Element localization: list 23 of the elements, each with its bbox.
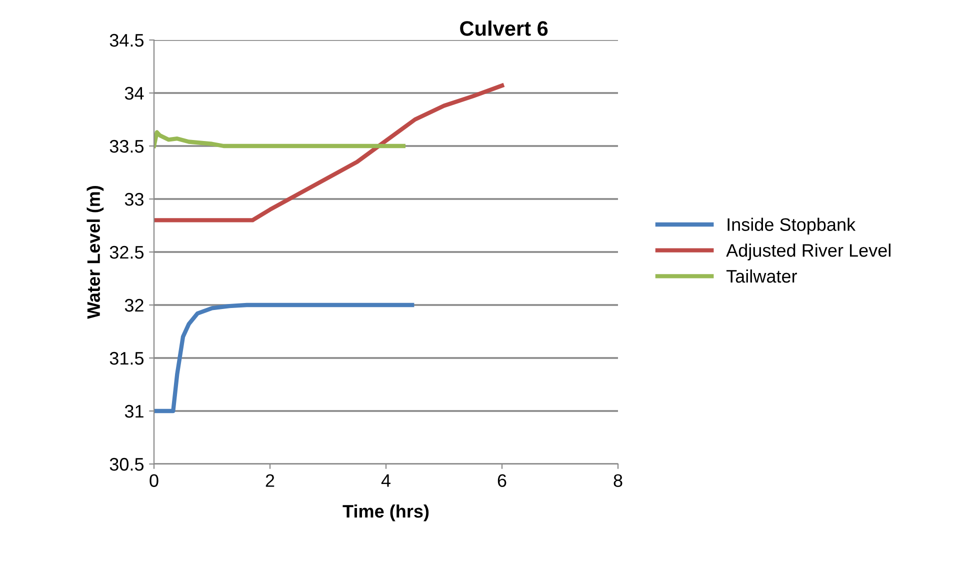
y-tick-label: 33 — [124, 192, 144, 206]
legend-label: Inside Stopbank — [728, 218, 856, 235]
y-tick-label: 32 — [124, 298, 144, 312]
y-tick-label: 31.5 — [110, 352, 144, 365]
y-tick-label: 32.5 — [110, 246, 144, 259]
x-tick-label: 8 — [614, 474, 622, 487]
y-tick-label: 34.5 — [110, 34, 144, 47]
chart-title: Culvert 6 — [460, 20, 548, 36]
line-series — [154, 83, 504, 222]
line-series — [154, 130, 406, 148]
y-tick-label: 34 — [124, 86, 144, 100]
legend-label: Adjusted River Level — [726, 244, 890, 260]
y-axis-title: Water Level (m) — [86, 186, 104, 319]
legend-label: Tailwater — [726, 269, 797, 283]
line-series — [154, 302, 414, 414]
x-tick-label: 0 — [150, 474, 158, 487]
x-tick-label: 6 — [498, 474, 506, 487]
x-tick-label: 2 — [266, 474, 274, 487]
x-axis-title: Time (hrs) — [342, 504, 429, 522]
y-tick-label: 30.5 — [110, 458, 144, 471]
x-tick-label: 4 — [381, 474, 390, 487]
y-tick-label: 33.5 — [110, 140, 144, 153]
y-tick-label: 31 — [124, 404, 144, 418]
